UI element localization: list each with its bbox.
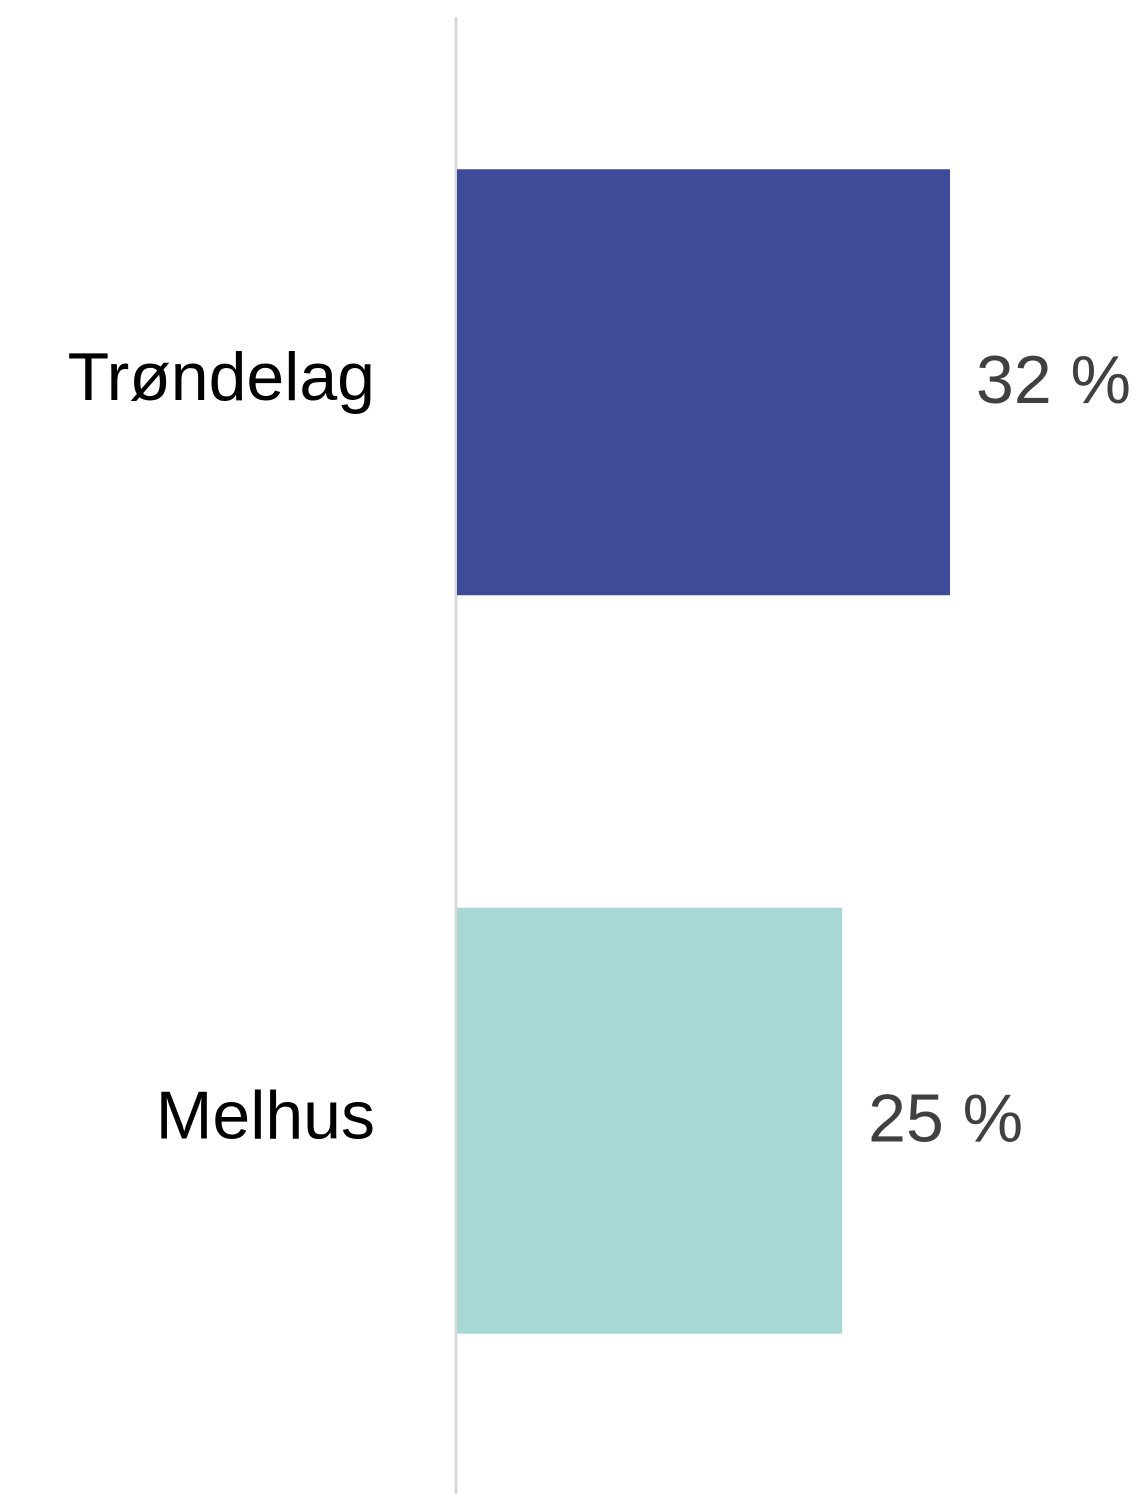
value-label: 25 % — [868, 1081, 1023, 1157]
bar — [457, 169, 950, 596]
bar — [457, 907, 843, 1334]
value-label: 32 % — [976, 342, 1131, 418]
category-label: Melhus — [156, 1078, 375, 1154]
category-label: Trøndelag — [68, 339, 375, 415]
